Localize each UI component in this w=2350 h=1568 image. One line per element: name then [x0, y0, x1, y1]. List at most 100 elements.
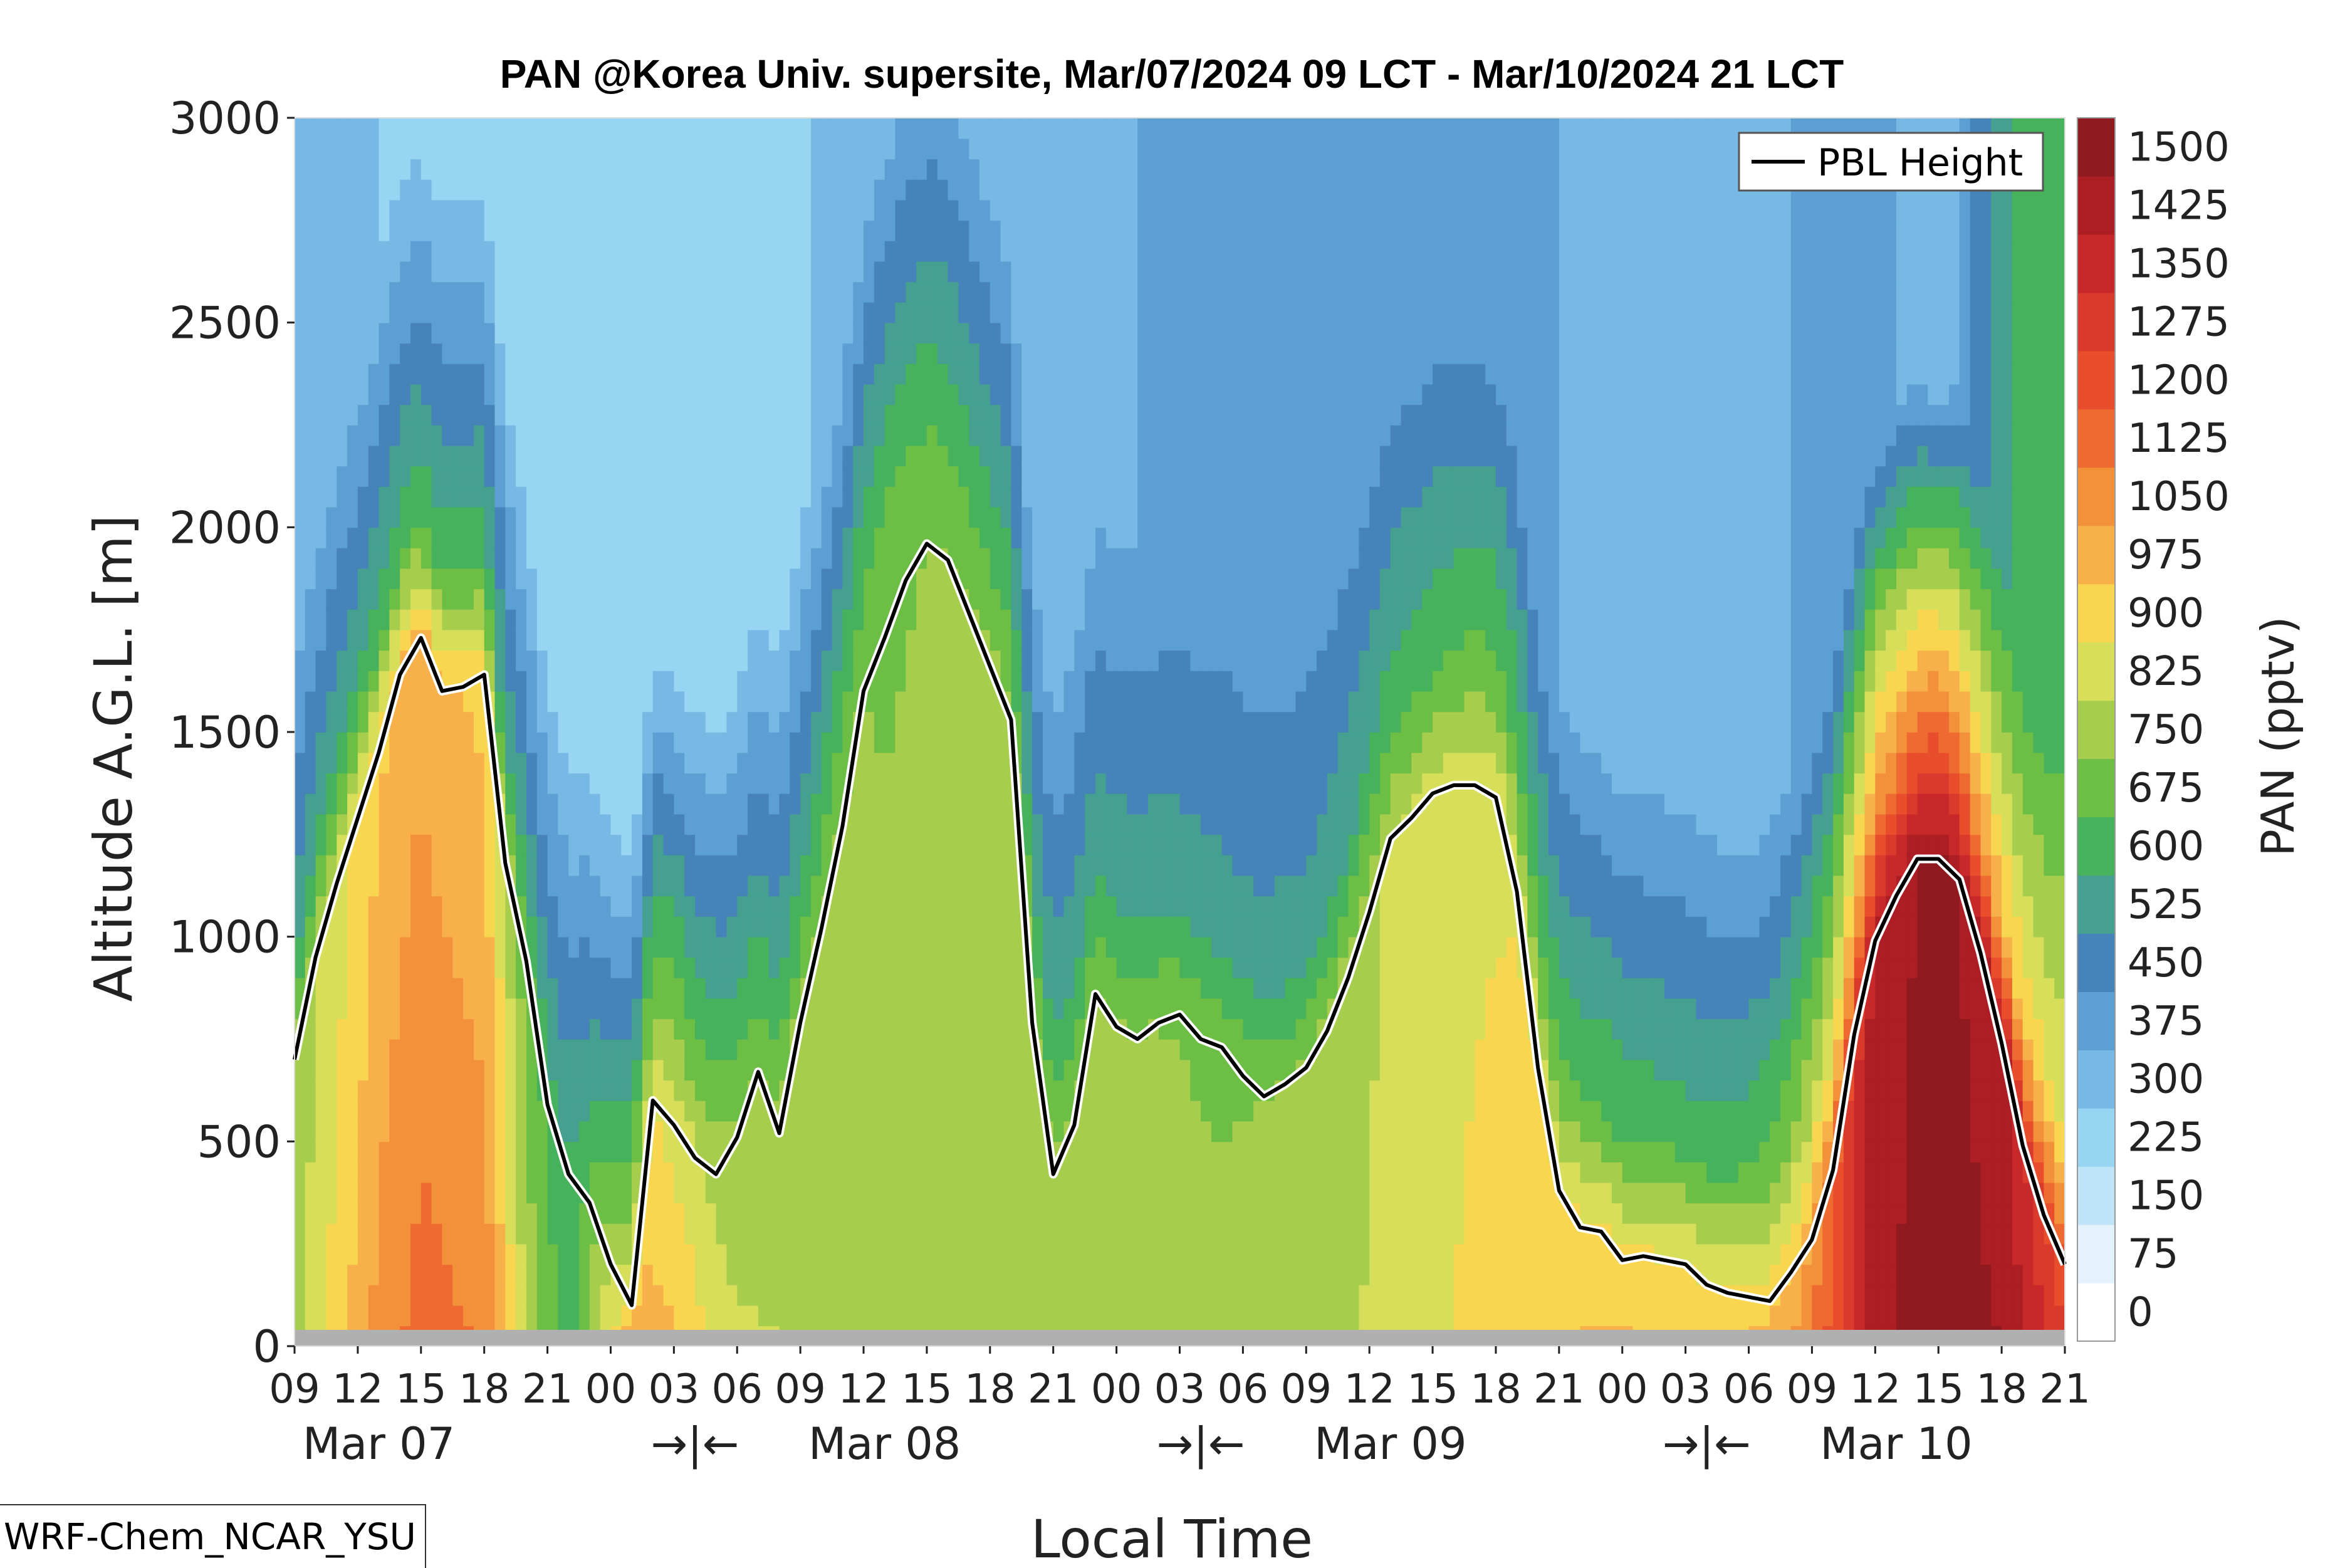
field-cell	[937, 1264, 949, 1285]
field-cell	[410, 1141, 422, 1163]
field-cell	[1053, 896, 1065, 917]
field-cell	[884, 1264, 896, 1285]
field-cell	[779, 978, 791, 999]
field-cell	[1011, 1100, 1023, 1122]
field-cell	[926, 609, 938, 630]
field-cell	[958, 1141, 969, 1163]
field-cell	[1085, 466, 1096, 487]
field-cell	[1053, 1100, 1065, 1122]
field-cell	[1074, 199, 1085, 221]
field-cell	[979, 813, 991, 835]
field-cell	[926, 834, 938, 855]
field-cell	[969, 916, 980, 938]
field-cell	[337, 957, 348, 978]
field-cell	[726, 588, 738, 610]
field-cell	[431, 179, 443, 201]
field-cell	[737, 1141, 748, 1163]
field-cell	[884, 261, 896, 283]
field-cell	[874, 1100, 885, 1122]
field-cell	[315, 752, 327, 774]
field-cell	[916, 404, 927, 426]
field-cell	[389, 445, 400, 467]
field-cell	[800, 281, 812, 303]
field-cell	[1000, 1141, 1012, 1163]
field-cell	[969, 159, 980, 180]
field-cell	[979, 834, 991, 855]
field-cell	[410, 548, 422, 569]
field-cell	[1095, 773, 1107, 794]
field-cell	[420, 813, 432, 835]
field-cell	[652, 793, 664, 815]
field-cell	[1074, 568, 1085, 590]
field-cell	[295, 773, 306, 794]
field-cell	[642, 220, 654, 241]
field-cell	[926, 813, 938, 835]
field-cell	[674, 813, 685, 835]
field-cell	[1127, 691, 1138, 713]
field-cell	[1127, 261, 1138, 283]
field-cell	[790, 752, 801, 774]
field-cell	[357, 1121, 369, 1142]
field-cell	[821, 588, 833, 610]
field-cell	[705, 199, 717, 221]
field-cell	[452, 384, 464, 405]
field-cell	[705, 1100, 717, 1122]
field-cell	[579, 445, 590, 467]
field-cell	[916, 363, 927, 385]
field-cell	[526, 179, 538, 201]
field-cell	[1095, 855, 1107, 876]
field-cell	[410, 302, 422, 323]
field-cell	[357, 384, 369, 405]
field-cell	[420, 855, 432, 876]
field-cell	[853, 588, 864, 610]
field-cell	[674, 1182, 685, 1204]
field-cell	[969, 834, 980, 855]
field-cell	[589, 281, 601, 303]
field-cell	[526, 199, 538, 221]
field-cell	[315, 220, 327, 241]
field-cell	[1116, 1121, 1128, 1142]
field-cell	[1148, 261, 1159, 283]
field-cell	[379, 302, 390, 323]
field-cell	[295, 1182, 306, 1204]
field-cell	[1053, 978, 1065, 999]
field-cell	[684, 118, 696, 139]
field-cell	[758, 199, 770, 221]
field-cell	[874, 936, 885, 958]
field-cell	[473, 1141, 485, 1163]
field-cell	[1158, 1039, 1170, 1060]
field-cell	[1148, 1121, 1159, 1142]
field-cell	[1074, 752, 1085, 774]
field-cell	[695, 1018, 706, 1040]
field-cell	[695, 650, 706, 671]
field-cell	[779, 261, 791, 283]
field-cell	[853, 159, 864, 180]
field-cell	[357, 896, 369, 917]
field-cell	[1011, 691, 1023, 713]
field-cell	[695, 1223, 706, 1245]
field-cell	[1085, 241, 1096, 262]
field-cell	[516, 773, 527, 794]
field-cell	[906, 896, 917, 917]
field-cell	[790, 241, 801, 262]
field-cell	[705, 1080, 717, 1101]
field-cell	[337, 302, 348, 323]
field-cell	[347, 466, 358, 487]
field-cell	[452, 199, 464, 221]
field-cell	[1032, 671, 1043, 692]
field-cell	[547, 199, 559, 221]
field-cell	[315, 445, 327, 467]
field-cell	[800, 1203, 812, 1224]
field-cell	[695, 732, 706, 753]
field-cell	[568, 363, 580, 385]
field-cell	[1042, 241, 1054, 262]
field-cell	[864, 199, 875, 221]
field-cell	[326, 261, 337, 283]
field-cell	[315, 281, 327, 303]
field-cell	[347, 957, 358, 978]
field-cell	[874, 220, 885, 241]
field-cell	[1169, 1203, 1181, 1224]
field-cell	[1148, 568, 1159, 590]
field-cell	[916, 199, 927, 221]
field-cell	[674, 281, 685, 303]
